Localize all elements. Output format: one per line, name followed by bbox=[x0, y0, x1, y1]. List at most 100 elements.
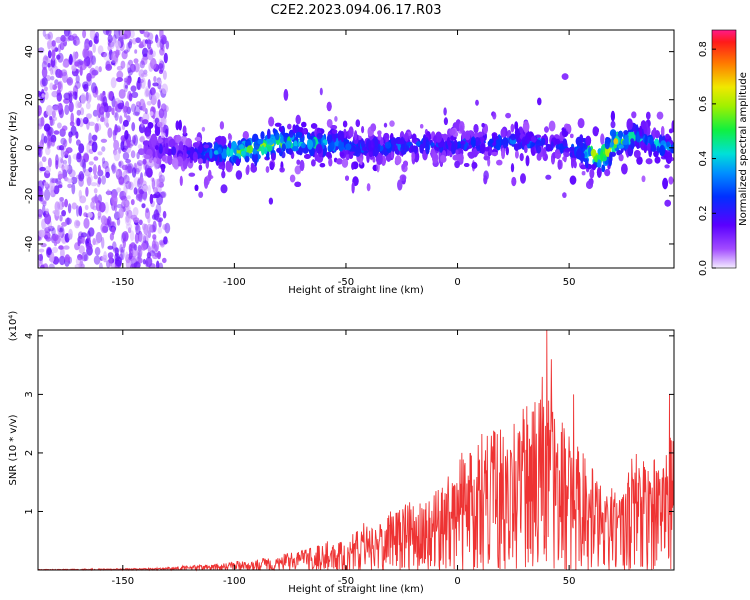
heatmap-cell bbox=[148, 89, 153, 101]
heatmap-cell bbox=[293, 140, 298, 147]
heatmap-cell bbox=[61, 221, 68, 227]
heatmap-cell bbox=[524, 145, 528, 154]
heatmap-cell bbox=[315, 143, 323, 154]
heatmap-cell bbox=[142, 56, 148, 65]
heatmap-cell bbox=[151, 240, 156, 249]
heatmap-cell bbox=[107, 44, 112, 52]
heatmap-cell bbox=[107, 127, 113, 139]
heatmap-cell bbox=[53, 185, 60, 195]
heatmap-cell bbox=[147, 184, 151, 195]
heatmap-cell bbox=[165, 142, 169, 155]
snr-frame bbox=[37, 329, 675, 571]
heatmap-cell bbox=[361, 126, 365, 134]
heatmap-cell bbox=[141, 203, 146, 209]
heatmap-cell bbox=[198, 191, 204, 198]
heatmap-cell bbox=[105, 30, 112, 36]
heatmap-cell bbox=[60, 247, 65, 259]
heatmap-cell bbox=[666, 141, 671, 148]
heatmap-cell bbox=[152, 194, 158, 199]
heatmap-cell bbox=[229, 148, 234, 158]
heatmap-cell bbox=[83, 212, 88, 218]
heatmap-cell bbox=[85, 242, 93, 250]
heatmap-cell bbox=[328, 158, 333, 167]
heatmap-cell bbox=[68, 169, 76, 178]
heatmap-cell bbox=[219, 121, 224, 130]
heatmap-cell bbox=[82, 48, 88, 59]
heatmap-cell bbox=[71, 33, 78, 39]
heatmap-cell bbox=[131, 37, 137, 45]
heatmap-cell bbox=[98, 106, 105, 115]
heatmap-cell bbox=[94, 123, 99, 133]
heatmap-cell bbox=[664, 164, 670, 169]
heatmap-cell bbox=[383, 132, 390, 141]
heatmap-cell bbox=[74, 61, 80, 67]
heatmap-cell bbox=[40, 263, 45, 268]
heatmap-cell bbox=[59, 197, 64, 202]
heatmap-cell bbox=[145, 207, 149, 213]
heatmap-cell bbox=[171, 157, 179, 168]
heatmap-cell bbox=[152, 254, 159, 260]
heatmap-cell bbox=[86, 176, 92, 187]
heatmap-cell bbox=[150, 57, 157, 70]
heatmap-cell bbox=[319, 87, 323, 96]
heatmap-cell bbox=[287, 123, 292, 130]
heatmap-cell bbox=[589, 168, 595, 179]
heatmap-cell bbox=[295, 114, 301, 125]
heatmap-cell bbox=[86, 174, 93, 184]
heatmap-cell bbox=[130, 242, 136, 249]
heatmap-cell bbox=[60, 34, 66, 43]
heatmap-cell bbox=[84, 204, 89, 211]
heatmap-cell bbox=[62, 169, 68, 180]
y-tick-label: 2 bbox=[24, 450, 35, 456]
heatmap-cell bbox=[76, 139, 81, 146]
heatmap-cell bbox=[294, 181, 302, 187]
heatmap-cell bbox=[61, 210, 66, 217]
heatmap-cell bbox=[104, 201, 109, 214]
heatmap-cell bbox=[91, 195, 99, 204]
heatmap-cell bbox=[654, 130, 660, 139]
heatmap-cell bbox=[61, 164, 65, 172]
heatmap-cell bbox=[129, 38, 133, 46]
heatmap-cell bbox=[118, 89, 126, 99]
heatmap-cell bbox=[101, 175, 106, 185]
heatmap-cell bbox=[159, 30, 164, 40]
heatmap-cell bbox=[128, 181, 134, 191]
heatmap-cell bbox=[160, 132, 166, 137]
heatmap-cell bbox=[570, 133, 574, 139]
snr-y-multiplier: (x10⁴) bbox=[8, 311, 19, 342]
heatmap-cell bbox=[618, 154, 624, 162]
heatmap-cell bbox=[57, 43, 62, 53]
heatmap-cell bbox=[295, 131, 303, 138]
heatmap-cell bbox=[221, 170, 226, 179]
heatmap-cell bbox=[500, 128, 506, 138]
heatmap-cell bbox=[127, 163, 134, 174]
heatmap-cell bbox=[86, 72, 92, 82]
heatmap-cell bbox=[621, 163, 628, 175]
heatmap-cell bbox=[50, 67, 54, 76]
heatmap-cell bbox=[111, 60, 116, 66]
heatmap-cell bbox=[91, 134, 98, 141]
heatmap-cell bbox=[96, 110, 100, 122]
heatmap-cell bbox=[62, 159, 68, 165]
heatmap-cell bbox=[151, 177, 156, 190]
heatmap-cell bbox=[137, 144, 143, 150]
heatmap-cell bbox=[520, 173, 526, 184]
heatmap-cell bbox=[319, 163, 326, 168]
heatmap-cell bbox=[74, 219, 80, 229]
heatmap-cell bbox=[88, 227, 95, 237]
heatmap-cell bbox=[122, 105, 127, 114]
heatmap-cell bbox=[464, 130, 471, 141]
heatmap-cell bbox=[616, 150, 623, 156]
heatmap-cell bbox=[63, 92, 71, 101]
heatmap-cell bbox=[63, 245, 70, 250]
heatmap-cell bbox=[38, 229, 46, 238]
heatmap-cell bbox=[38, 254, 43, 262]
heatmap-cell bbox=[46, 39, 53, 48]
heatmap-cell bbox=[98, 262, 103, 268]
heatmap-cell bbox=[331, 129, 338, 135]
heatmap-cell bbox=[178, 141, 184, 152]
heatmap-cell bbox=[97, 176, 102, 185]
heatmap-cell bbox=[340, 131, 345, 143]
heatmap-cell bbox=[268, 197, 273, 205]
heatmap-cell bbox=[671, 120, 674, 133]
